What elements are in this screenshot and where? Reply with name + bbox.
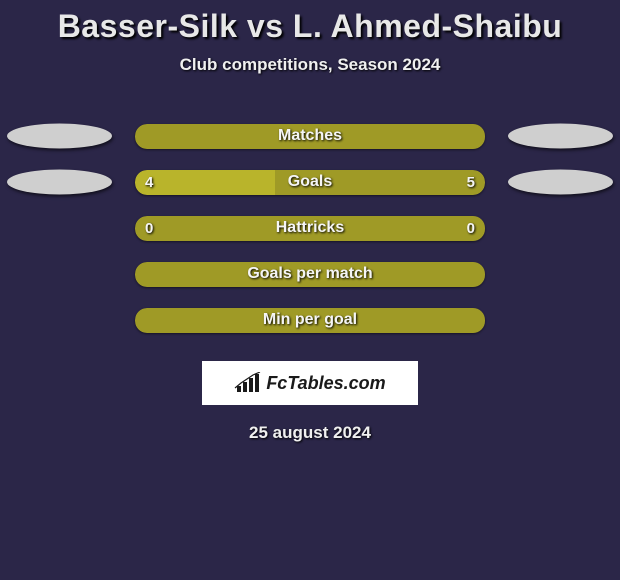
chart-icon	[234, 372, 262, 394]
stat-label: Goals per match	[135, 262, 485, 287]
stat-row: Min per goal	[0, 297, 620, 343]
infographic-container: Basser-Silk vs L. Ahmed-Shaibu Club comp…	[0, 0, 620, 443]
stat-label: Hattricks	[135, 216, 485, 241]
date-text: 25 august 2024	[0, 423, 620, 443]
stat-bar: Goals per match	[135, 262, 485, 287]
stat-row: Matches	[0, 113, 620, 159]
stat-left-value: 0	[145, 216, 153, 241]
stat-row: Goals4 5	[0, 159, 620, 205]
page-title: Basser-Silk vs L. Ahmed-Shaibu	[0, 8, 620, 45]
logo-text: FcTables.com	[266, 373, 385, 394]
left-value-ellipse	[7, 170, 112, 195]
stat-bar: Min per goal	[135, 308, 485, 333]
stat-label: Matches	[135, 124, 485, 149]
stat-row: Hattricks0 0	[0, 205, 620, 251]
stat-bar: Hattricks0 0	[135, 216, 485, 241]
subtitle: Club competitions, Season 2024	[0, 55, 620, 75]
logo-box: FcTables.com	[202, 361, 418, 405]
stat-label: Goals	[135, 170, 485, 195]
right-value-ellipse	[508, 124, 613, 149]
stat-bar: Matches	[135, 124, 485, 149]
stat-left-value: 4	[145, 170, 153, 195]
stat-rows: Matches Goals4 5 Hattricks0 0 Goals per match…	[0, 113, 620, 343]
left-value-ellipse	[7, 124, 112, 149]
stat-right-value: 5	[467, 170, 475, 195]
right-value-ellipse	[508, 170, 613, 195]
stat-label: Min per goal	[135, 308, 485, 333]
stat-right-value: 0	[467, 216, 475, 241]
stat-bar: Goals4 5	[135, 170, 485, 195]
stat-row: Goals per match	[0, 251, 620, 297]
